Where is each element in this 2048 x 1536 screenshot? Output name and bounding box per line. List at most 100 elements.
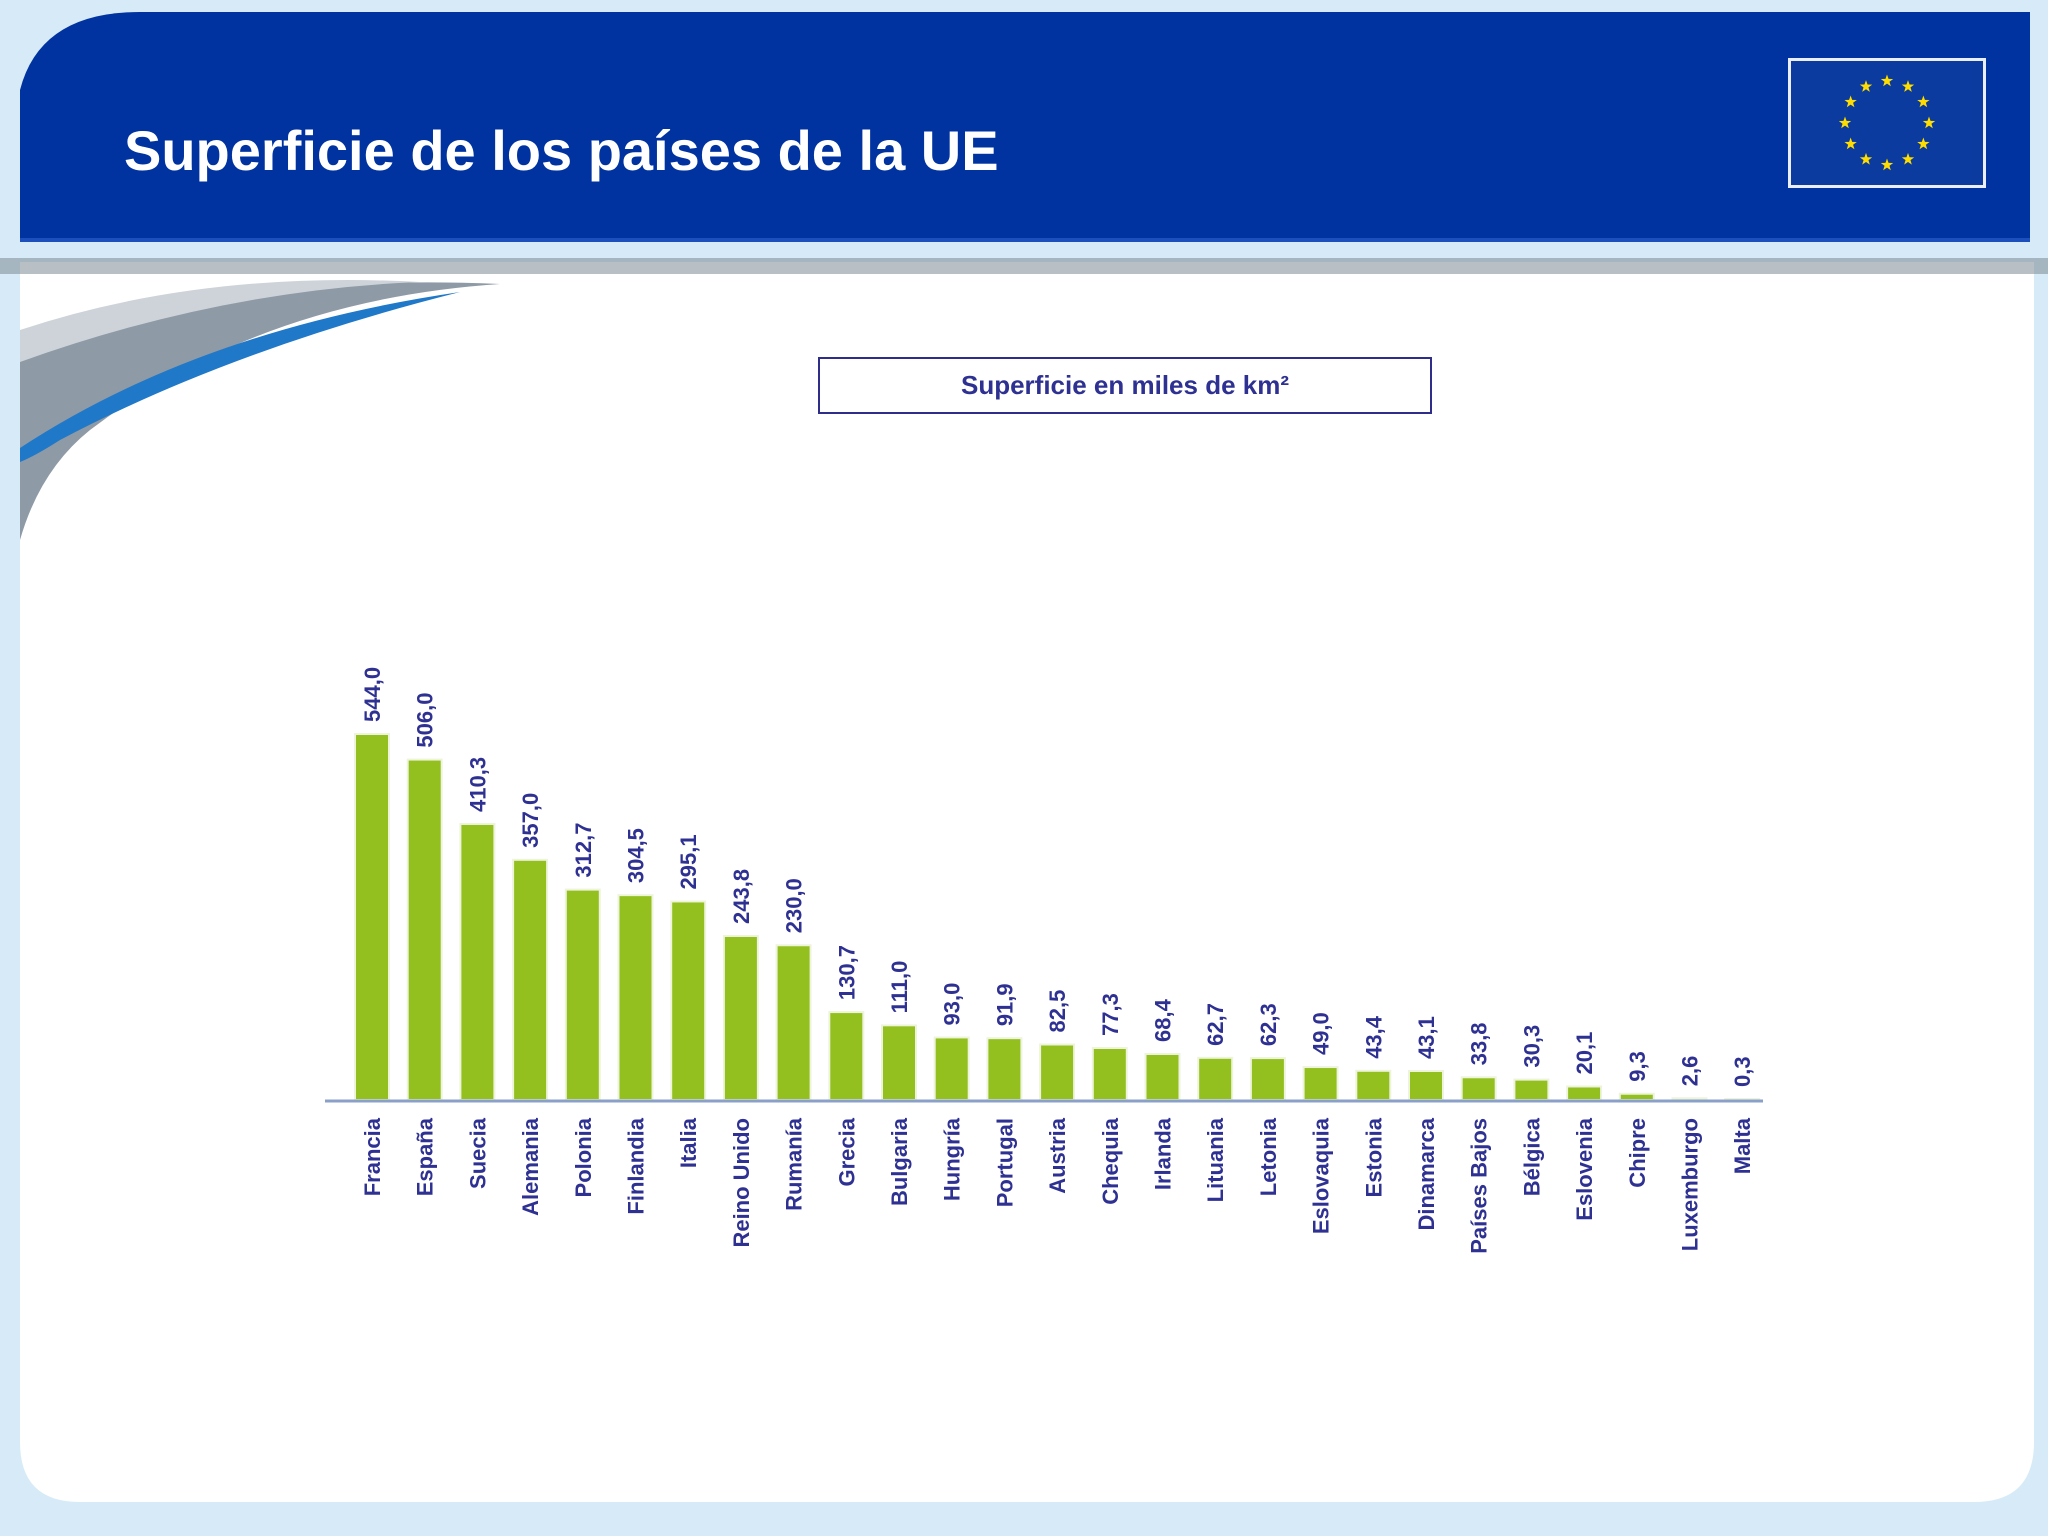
bar-lituania <box>1197 1056 1234 1101</box>
category-label: Luxemburgo <box>1678 1118 1703 1251</box>
bar-chipre <box>1618 1092 1655 1102</box>
bar-austria <box>1039 1043 1076 1102</box>
value-label: 93,0 <box>940 983 965 1026</box>
eu-stars-icon <box>1838 74 1936 171</box>
value-label: 91,9 <box>992 983 1017 1026</box>
bar-grecia <box>828 1011 865 1101</box>
value-label: 544,0 <box>360 667 385 722</box>
header-bar <box>20 12 2030 240</box>
value-label: 77,3 <box>1098 993 1123 1036</box>
category-label: Grecia <box>834 1117 859 1186</box>
bar-eslovenia <box>1566 1085 1603 1101</box>
category-label: Polonia <box>571 1117 596 1197</box>
value-label: 295,1 <box>676 834 701 889</box>
bar-bélgica <box>1513 1078 1550 1102</box>
chart-title-box: Superficie en miles de km² <box>818 357 1432 414</box>
decorative-swoosh-light <box>20 280 420 362</box>
value-label: 68,4 <box>1151 998 1176 1042</box>
value-label: 230,0 <box>782 878 807 933</box>
bar-letonia <box>1249 1057 1286 1102</box>
bar-países-bajos <box>1460 1076 1497 1101</box>
value-label: 62,7 <box>1203 1003 1228 1046</box>
value-label: 49,0 <box>1309 1012 1334 1055</box>
category-label: Francia <box>360 1117 385 1196</box>
category-label: Eslovaquia <box>1309 1117 1334 1234</box>
category-label: Suecia <box>465 1117 490 1189</box>
eu-star-icon <box>1917 137 1930 150</box>
page-title: Superficie de los países de la UE <box>124 119 999 182</box>
category-label: Finlandia <box>624 1117 649 1214</box>
bar-francia <box>354 733 390 1101</box>
category-label: Letonia <box>1256 1117 1281 1196</box>
bar-portugal <box>986 1037 1023 1101</box>
value-label: 2,6 <box>1678 1056 1703 1087</box>
bar-bulgaria <box>881 1024 917 1101</box>
eu-star-icon <box>1880 158 1894 171</box>
category-label: Lituania <box>1203 1117 1228 1202</box>
value-label: 312,7 <box>571 823 596 878</box>
bar-dinamarca <box>1408 1070 1444 1101</box>
category-label: Rumanía <box>782 1117 807 1211</box>
eu-star-icon <box>1901 80 1915 92</box>
category-label: Bulgaria <box>887 1117 912 1206</box>
category-label: Eslovenia <box>1572 1117 1597 1220</box>
category-label: España <box>413 1117 438 1196</box>
category-label: Chequia <box>1098 1117 1123 1205</box>
bar-polonia <box>564 888 601 1102</box>
category-label: Chipre <box>1625 1118 1650 1188</box>
eu-star-icon <box>1844 95 1857 108</box>
category-label: Bélgica <box>1519 1117 1544 1196</box>
decorative-swoosh-gray <box>20 282 500 540</box>
value-label: 111,0 <box>887 961 912 1014</box>
value-label: 30,3 <box>1519 1025 1544 1068</box>
category-label: Estonia <box>1361 1117 1386 1197</box>
value-label: 43,4 <box>1361 1015 1386 1059</box>
category-label: Países Bajos <box>1467 1118 1492 1254</box>
category-label: Dinamarca <box>1414 1117 1439 1230</box>
category-label: Irlanda <box>1151 1117 1176 1190</box>
value-label: 43,1 <box>1414 1016 1439 1059</box>
value-label: 9,3 <box>1625 1051 1650 1082</box>
value-label: 304,5 <box>624 828 649 883</box>
value-label: 130,7 <box>834 945 859 1000</box>
category-label: Hungría <box>940 1117 965 1201</box>
bar-reino-unido <box>722 934 759 1101</box>
eu-star-icon <box>1844 137 1857 150</box>
eu-star-icon <box>1859 80 1873 92</box>
category-label: Alemania <box>518 1117 543 1216</box>
value-label: 33,8 <box>1467 1022 1492 1065</box>
bar-estonia <box>1355 1069 1392 1102</box>
bar-suecia <box>459 822 496 1101</box>
category-label: Malta <box>1730 1117 1755 1174</box>
value-label: 0,3 <box>1730 1056 1755 1087</box>
value-label: 357,0 <box>518 793 543 848</box>
bar-alemania <box>512 858 549 1101</box>
bar-hungría <box>933 1036 970 1102</box>
value-label: 20,1 <box>1572 1032 1597 1075</box>
eu-star-icon <box>1917 95 1930 108</box>
header-bar-edge <box>20 238 2030 242</box>
eu-star-icon <box>1838 116 1852 129</box>
bar-rumanía <box>775 944 812 1101</box>
bar-finlandia <box>617 894 654 1102</box>
bar-chequia <box>1091 1046 1128 1102</box>
category-label: Italia <box>676 1117 701 1168</box>
category-label: Reino Unido <box>729 1118 754 1248</box>
bar-eslovaquia <box>1302 1066 1339 1101</box>
eu-star-icon <box>1922 116 1936 129</box>
category-label: Portugal <box>992 1118 1017 1207</box>
content-panel <box>20 262 2034 1502</box>
chart-title: Superficie en miles de km² <box>960 370 1289 400</box>
value-label: 506,0 <box>413 693 438 748</box>
eu-flag-icon <box>1788 58 1986 188</box>
bar-italia <box>670 900 707 1101</box>
value-label: 82,5 <box>1045 990 1070 1033</box>
header-separator <box>0 258 2048 274</box>
eu-star-icon <box>1880 74 1894 87</box>
bar-irlanda <box>1144 1052 1181 1101</box>
value-label: 243,8 <box>729 869 754 924</box>
value-label: 62,3 <box>1256 1003 1281 1046</box>
category-label: Austria <box>1045 1117 1070 1194</box>
